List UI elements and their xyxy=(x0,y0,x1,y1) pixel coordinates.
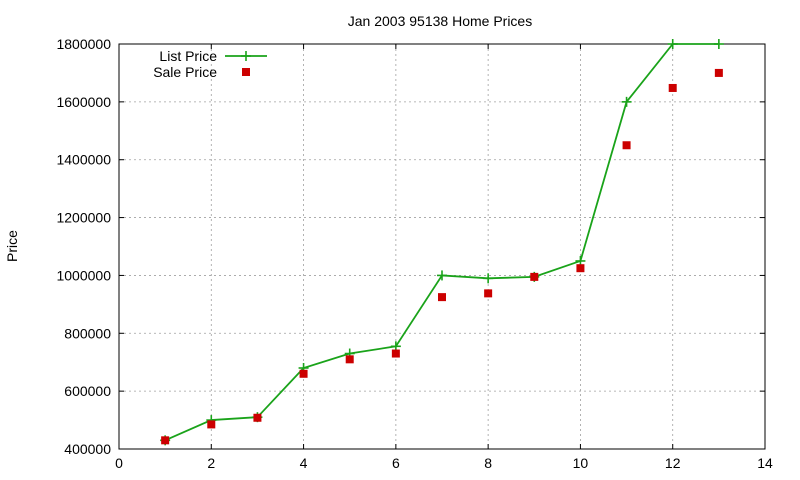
sale-price-point xyxy=(668,83,677,92)
axis-ticks: 0 2 4 6 8 10 12 14 400000 600000 800000 1000000 1200… xyxy=(56,36,773,471)
x-tick-label: 12 xyxy=(665,455,681,471)
list-price-line xyxy=(164,43,719,442)
legend-plus-swatch xyxy=(241,51,251,61)
y-tick-label: 1400000 xyxy=(56,152,111,168)
list-price-point xyxy=(621,96,632,107)
y-tick-label: 400000 xyxy=(64,441,111,457)
sale-price-point xyxy=(622,141,631,150)
y-tick-label: 1800000 xyxy=(56,36,111,52)
y-tick-label: 1000000 xyxy=(56,267,111,283)
x-tick-label: 10 xyxy=(573,455,589,471)
sale-price-point xyxy=(299,369,308,378)
x-tick-label: 8 xyxy=(484,455,492,471)
series-list-price xyxy=(160,39,724,446)
sale-price-point xyxy=(484,289,493,298)
grid xyxy=(119,44,765,449)
x-tick-label: 0 xyxy=(115,455,123,471)
legend-square-swatch xyxy=(242,68,250,76)
legend-label: Sale Price xyxy=(153,64,217,80)
legend-label: List Price xyxy=(159,48,217,64)
sale-price-point xyxy=(576,264,585,273)
series-sale-price xyxy=(161,68,723,445)
x-tick-label: 6 xyxy=(392,455,400,471)
list-price-point xyxy=(667,39,678,49)
y-axis-label: Price xyxy=(4,230,20,262)
sale-price-point xyxy=(161,436,170,445)
sale-price-point xyxy=(207,420,216,429)
x-tick-label: 4 xyxy=(300,455,308,471)
y-tick-label: 1200000 xyxy=(56,210,111,226)
sale-price-point xyxy=(253,413,262,422)
sale-price-point xyxy=(714,68,723,77)
list-price-point xyxy=(483,273,494,284)
y-tick-label: 600000 xyxy=(64,383,111,399)
y-tick-label: 800000 xyxy=(64,325,111,341)
x-tick-label: 14 xyxy=(757,455,773,471)
plot-frame xyxy=(118,43,766,450)
list-price-point xyxy=(713,39,724,49)
sale-price-point xyxy=(530,272,539,281)
sale-price-point xyxy=(391,349,400,358)
y-tick-label: 1600000 xyxy=(56,94,111,110)
list-price-point xyxy=(437,270,447,281)
series-layer xyxy=(160,39,724,446)
x-tick-label: 2 xyxy=(207,455,215,471)
sale-price-point xyxy=(345,355,354,364)
sale-price-point xyxy=(438,293,446,302)
chart-title: Jan 2003 95138 Home Prices xyxy=(348,13,532,29)
